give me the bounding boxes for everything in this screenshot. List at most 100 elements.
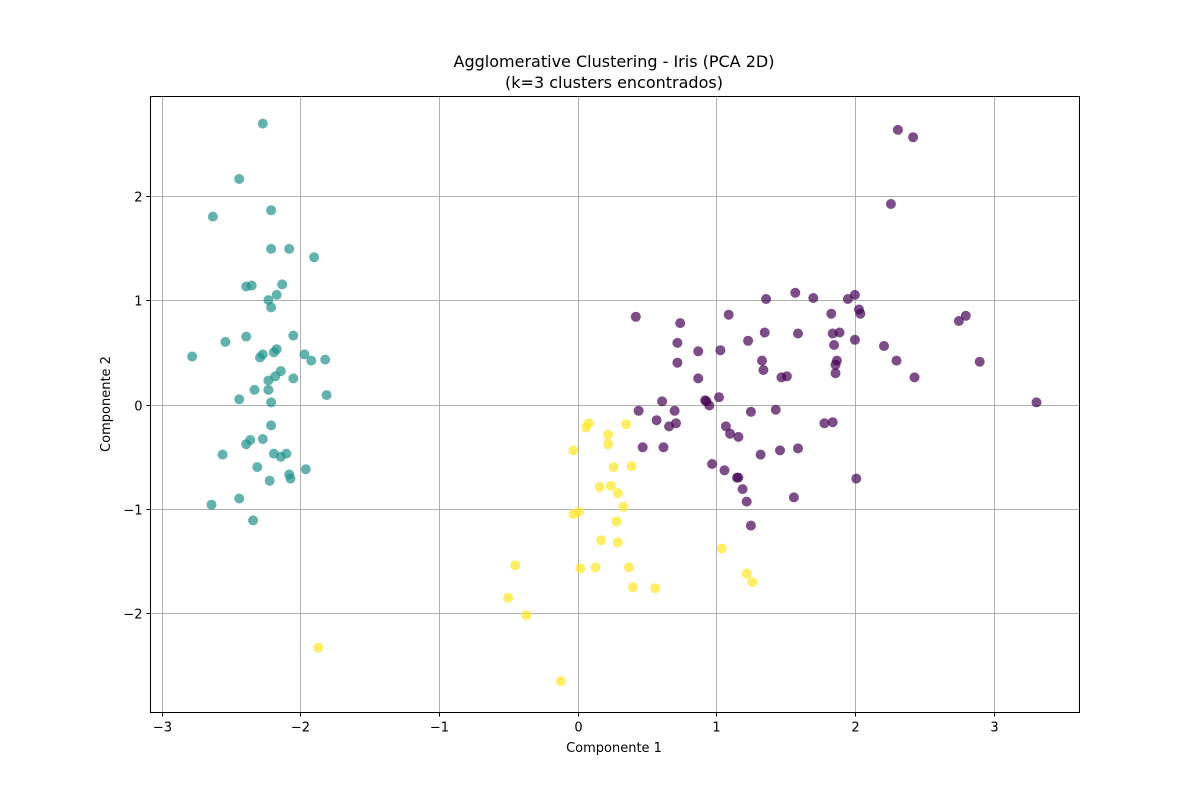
- cluster-2-point: [819, 418, 830, 429]
- cluster-1-point: [603, 429, 614, 440]
- cluster-1-point: [313, 642, 324, 653]
- cluster-0-point: [266, 302, 277, 313]
- cluster-0-point: [187, 351, 198, 362]
- cluster-0-point: [285, 473, 296, 484]
- y-tick-label: −1: [123, 504, 142, 519]
- cluster-2-point: [960, 310, 971, 321]
- cluster-2-point: [637, 442, 648, 453]
- cluster-1-point: [626, 461, 637, 472]
- grid: [150, 96, 1080, 713]
- cluster-1-point: [741, 568, 752, 579]
- cluster-0-point: [299, 349, 310, 360]
- cluster-0-point: [268, 347, 279, 358]
- cluster-1-point: [650, 583, 661, 594]
- cluster-0-point: [271, 289, 282, 300]
- cluster-2-point: [834, 327, 845, 338]
- cluster-0-point: [255, 352, 265, 363]
- cluster-1-point: [596, 535, 607, 546]
- cluster-2-point: [758, 365, 769, 375]
- cluster-0-point: [288, 330, 299, 341]
- cluster-2-point: [851, 473, 862, 484]
- cluster-2-point: [719, 465, 730, 476]
- cluster-2-point: [693, 346, 704, 357]
- x-tick-label: −2: [291, 721, 310, 736]
- cluster-2-point: [737, 484, 748, 495]
- x-tick-label: 2: [851, 721, 859, 736]
- cluster-2-point: [723, 309, 734, 320]
- y-tick-label: −2: [123, 608, 142, 623]
- cluster-0-point: [288, 373, 299, 384]
- cluster-0-point: [220, 336, 231, 347]
- cluster-2-point: [909, 372, 920, 383]
- cluster-2-point: [908, 132, 919, 143]
- cluster-2-point: [885, 199, 896, 209]
- cluster-1-point: [603, 439, 614, 450]
- x-tick-label: 1: [712, 721, 720, 736]
- x-tick-label: −3: [153, 721, 172, 736]
- cluster-2-point: [657, 396, 668, 407]
- plot-frame: [150, 96, 1080, 713]
- cluster-1-point: [555, 676, 566, 687]
- cluster-2-point: [759, 327, 770, 338]
- cluster-2-point: [633, 405, 644, 416]
- cluster-2-point: [704, 400, 715, 411]
- cluster-2-point: [827, 417, 838, 428]
- cluster-0-point: [263, 384, 274, 395]
- x-axis-label: Componente 1: [566, 741, 662, 756]
- cluster-0-point: [266, 397, 277, 408]
- cluster-1-point: [605, 480, 616, 491]
- cluster-2-point: [675, 318, 686, 329]
- cluster-0-point: [249, 384, 260, 395]
- cluster-2-point: [757, 355, 767, 366]
- x-tick-label: −1: [430, 721, 449, 736]
- cluster-1-point: [575, 563, 586, 574]
- cluster-2-point: [781, 371, 792, 382]
- cluster-1-point: [611, 516, 622, 527]
- cluster-1-point: [608, 462, 619, 473]
- cluster-2-point: [849, 334, 860, 345]
- data-points: [187, 118, 1042, 687]
- cluster-1-point: [612, 537, 623, 548]
- cluster-1-point: [594, 482, 605, 492]
- cluster-0-point: [257, 118, 268, 129]
- cluster-2-point: [745, 406, 756, 417]
- cluster-2-point: [855, 308, 866, 319]
- cluster-0-point: [234, 394, 245, 405]
- cluster-2-point: [1031, 397, 1042, 408]
- cluster-0-point: [284, 243, 295, 254]
- cluster-0-point: [241, 439, 252, 450]
- cluster-2-point: [788, 492, 799, 503]
- cluster-2-point: [720, 421, 731, 432]
- cluster-0-point: [206, 499, 217, 510]
- cluster-2-point: [630, 311, 641, 322]
- cluster-0-point: [248, 515, 259, 526]
- chart-subtitle: (k=3 clusters encontrados): [505, 73, 723, 92]
- cluster-2-point: [831, 355, 842, 366]
- cluster-1-point: [612, 488, 623, 499]
- cluster-2-point: [743, 335, 754, 346]
- cluster-2-point: [714, 392, 724, 403]
- chart-title: Agglomerative Clustering - Iris (PCA 2D): [454, 52, 775, 71]
- cluster-2-point: [891, 355, 902, 366]
- cluster-2-point: [829, 340, 840, 350]
- cluster-2-point: [790, 287, 801, 298]
- cluster-1-point: [580, 422, 591, 433]
- cluster-1-point: [628, 582, 638, 593]
- cluster-2-point: [761, 294, 772, 304]
- cluster-2-point: [775, 445, 785, 456]
- cluster-2-point: [715, 345, 726, 356]
- y-tick-label: 0: [134, 400, 142, 415]
- cluster-2-point: [733, 431, 744, 442]
- cluster-2-point: [755, 449, 766, 460]
- y-axis-label: Componente 2: [99, 356, 114, 452]
- cluster-0-point: [264, 475, 275, 486]
- y-tick-label: 2: [134, 191, 142, 206]
- cluster-0-point: [263, 375, 274, 386]
- cluster-1-point: [568, 445, 579, 456]
- y-tick-label: 1: [134, 295, 142, 310]
- cluster-2-point: [953, 316, 964, 326]
- cluster-0-point: [241, 331, 252, 342]
- cluster-0-point: [277, 279, 288, 290]
- cluster-1-point: [510, 560, 521, 571]
